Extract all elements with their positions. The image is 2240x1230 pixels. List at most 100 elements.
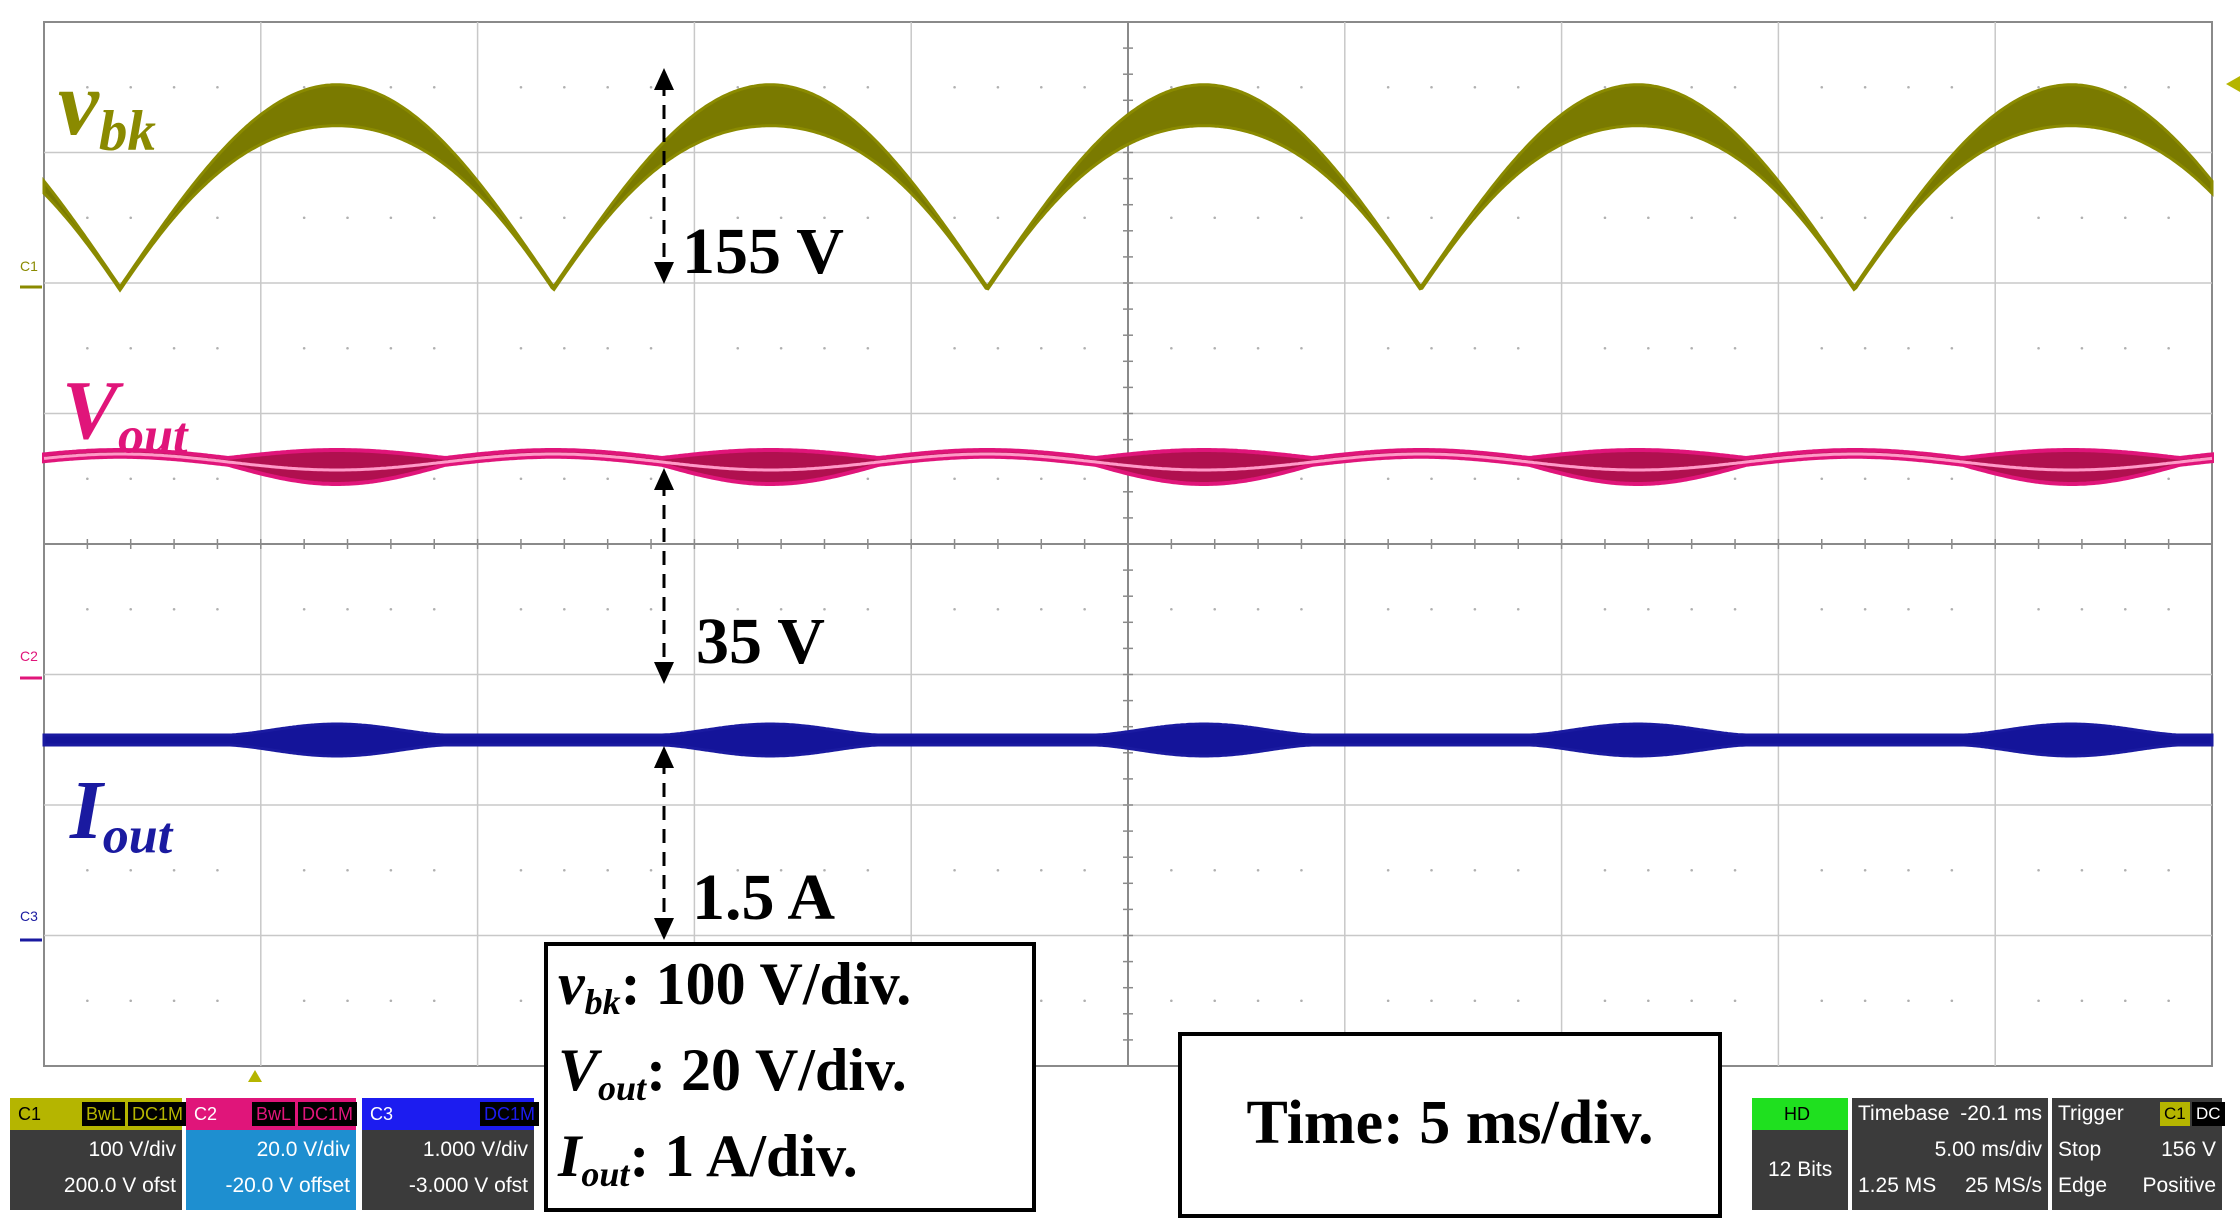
grid-dot [1820,346,1824,350]
c2-name: C2 [194,1104,218,1124]
timebase-label: Timebase [1858,1102,1950,1125]
grid-dot [2167,868,2170,872]
vout-trace-core [43,452,2213,472]
grid-dot [2167,607,2170,611]
grid-dot [1386,216,1390,220]
timebase-panel[interactable]: Timebase -20.1 ms 5.00 ms/div 1.25 MS 25… [1852,1098,2048,1210]
grid-dot [1950,346,1954,350]
vbk-trace [42,83,2214,293]
hd-mode: HD [1784,1104,1810,1124]
grid-dot [129,999,133,1003]
grid-dot [563,85,566,89]
grid-dot [432,346,436,350]
grid-dot [953,477,956,481]
grid-dot [606,346,609,350]
grid-dot [2080,607,2084,611]
channel-c2-panel[interactable]: C2 BwL DC1M 20.0 V/div -20.0 V offset [186,1098,358,1210]
grid-dot [1039,346,1043,350]
grid-dot [866,346,870,350]
grid-dot [866,868,870,872]
grid-dot [1907,346,1910,350]
grid-dot [2123,999,2127,1003]
grid-dot [649,216,653,220]
grid-dot [563,868,566,872]
grid-dot [823,868,826,872]
vout-scale-line: Vout: 20 V/div. [558,1037,907,1109]
grid-dot [129,85,133,89]
trigger-panel[interactable]: Trigger C1 DC Stop 156 V Edge Positive [2052,1098,2225,1210]
grid-dot [606,868,609,872]
grid-dot [1603,346,1607,350]
grid-dot [172,999,176,1003]
grid-dot [1863,999,1867,1003]
graticule-grid [43,21,2213,1067]
grid-dot [2123,607,2127,611]
grid-dot [1733,477,1737,481]
grid-dot [1950,607,1954,611]
grid-dot [953,607,956,611]
grid-dot [1907,999,1910,1003]
grid-dot [1863,607,1867,611]
grid-dot [606,607,609,611]
grid-dot [302,607,306,611]
grid-dot [1083,346,1086,350]
arrow-heads [654,68,674,940]
grid-dot [129,868,133,872]
grid-dot [302,346,306,350]
grid-dot [1300,868,1303,872]
grid-dot [1603,999,1607,1003]
grid-dot [389,607,393,611]
grid-dot [1213,868,1217,872]
grid-dot [1603,216,1607,220]
acquisition-panel[interactable]: HD 12 Bits [1752,1098,1848,1210]
grid-dot [1820,216,1824,220]
grid-dot [129,346,133,350]
grid-dot [216,607,219,611]
c3-name: C3 [370,1104,394,1124]
grid-dot [1516,999,1520,1003]
grid-dot [432,85,436,89]
grid-dot [1863,85,1867,89]
grid-dot [1083,85,1086,89]
grid-dot [1473,85,1477,89]
grid-dot [1473,477,1477,481]
channel-c3-panel[interactable]: C3 DC1M 1.000 V/div -3.000 V ofst [362,1098,540,1210]
grid-dot [2123,868,2127,872]
grid-dot [736,85,740,89]
grid-dot [1170,868,1173,872]
grid-dot [1733,999,1737,1003]
grid-dot [1386,85,1390,89]
grid-dot [2123,346,2127,350]
grid-dot [1256,868,1260,872]
grid-dot [1386,607,1390,611]
grid-dot [129,607,133,611]
grid-dot [1516,607,1520,611]
grid-dot [86,607,89,611]
grid-dot [1039,85,1043,89]
grid-dot [346,216,349,220]
grid-dot [1083,999,1086,1003]
grid-dot [1213,999,1217,1003]
grid-dot [216,868,219,872]
c1-name: C1 [18,1104,42,1124]
grid-dot [1863,216,1867,220]
grid-dot [866,477,870,481]
grid-dot [2037,85,2040,89]
grid-dot [1213,346,1217,350]
timebase-value: -20.1 ms [1960,1102,2042,1125]
grid-dot [649,85,653,89]
grid-dot [953,216,956,220]
trigger-slope: Positive [2142,1174,2216,1197]
grid-dot [1950,477,1954,481]
trigger-time-marker [248,1070,262,1082]
channel-c1-panel[interactable]: C1 BwL DC1M 100 V/div 200.0 V ofst [10,1098,188,1210]
grid-dot [606,477,609,481]
c3-scale: 1.000 V/div [422,1138,528,1161]
grid-dot [1733,346,1737,350]
grid-dot [1170,607,1173,611]
grid-dot [2080,999,2084,1003]
grid-dot [519,868,523,872]
grid-dot [2037,216,2040,220]
iout-level-annotation: 1.5 A [692,861,836,934]
grid-dot [1690,607,1693,611]
